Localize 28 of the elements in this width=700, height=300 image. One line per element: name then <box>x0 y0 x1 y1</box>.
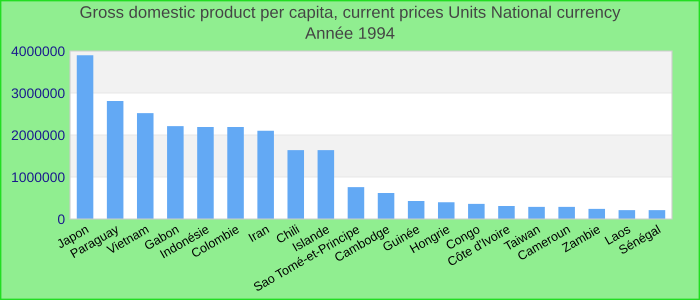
bar <box>648 210 666 219</box>
bar <box>318 150 334 219</box>
y-tick-label: 3000000 <box>12 88 65 98</box>
bar <box>76 55 94 219</box>
y-tick-label: 0 <box>58 214 65 224</box>
bar <box>498 206 515 219</box>
bar <box>378 192 394 219</box>
bar <box>528 206 545 219</box>
y-tick-label: 4000000 <box>11 46 65 56</box>
bar <box>257 130 274 219</box>
bar <box>287 150 304 219</box>
x-tick-label: Iran <box>248 224 270 242</box>
bar <box>136 113 154 219</box>
bar <box>106 100 124 219</box>
y-tick-label: 2000000 <box>12 130 65 140</box>
bar <box>468 204 485 219</box>
bar <box>227 127 244 219</box>
bar <box>408 200 424 219</box>
bar <box>438 202 455 219</box>
bar <box>618 210 636 219</box>
bar <box>588 208 606 219</box>
bar <box>558 206 575 219</box>
y-tick-label: 1000000 <box>12 172 65 182</box>
bar <box>348 187 364 219</box>
chart-subtitle: Année 1994 <box>305 26 394 39</box>
bar <box>197 127 214 219</box>
chart-title: Gross domestic product per capita, current prices Units National currency <box>80 6 620 22</box>
bar <box>167 126 184 219</box>
